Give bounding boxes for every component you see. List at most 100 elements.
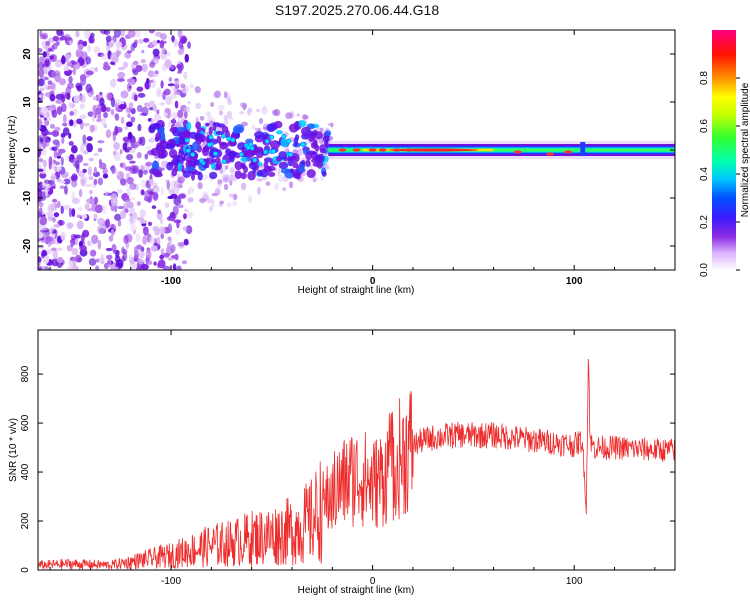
noise-blob	[50, 227, 54, 233]
signal-blob	[301, 160, 306, 166]
noise-blob	[129, 216, 135, 224]
noise-blob	[119, 210, 127, 220]
noise-blob	[93, 166, 97, 174]
y-tick-label: 200	[20, 512, 31, 529]
transition-blob	[219, 200, 225, 205]
transition-blob	[254, 127, 260, 132]
signal-blob	[234, 160, 243, 171]
noise-blob	[64, 92, 71, 100]
signal-blob	[194, 132, 203, 139]
noise-blob	[144, 81, 151, 90]
noise-blob	[152, 40, 158, 47]
signal-blob	[165, 142, 175, 150]
y-tick-label: 0	[22, 147, 33, 153]
noise-blob	[183, 106, 191, 113]
noise-blob	[143, 169, 148, 175]
noise-blob	[66, 62, 73, 67]
transition-blob	[227, 99, 233, 106]
noise-blob	[71, 179, 78, 188]
noise-blob	[68, 207, 73, 218]
noise-blob	[126, 146, 132, 151]
noise-blob	[53, 212, 60, 218]
noise-blob	[38, 250, 43, 254]
noise-blob	[55, 161, 60, 166]
noise-blob	[101, 105, 107, 113]
noise-blob	[117, 205, 125, 210]
noise-blob	[63, 204, 71, 211]
transition-blob	[232, 200, 238, 206]
noise-blob	[62, 122, 68, 127]
noise-blob	[76, 44, 84, 49]
noise-blob	[71, 191, 76, 200]
noise-blob	[100, 53, 109, 61]
noise-blob	[138, 169, 143, 178]
noise-blob	[44, 57, 52, 68]
noise-blob	[116, 189, 123, 194]
noise-blob	[122, 136, 130, 142]
signal-blob	[289, 168, 295, 174]
noise-blob	[121, 246, 125, 255]
noise-blob	[95, 107, 102, 115]
noise-blob	[129, 160, 136, 164]
noise-blob	[165, 96, 173, 105]
noise-blob	[167, 83, 175, 87]
noise-blob	[104, 191, 108, 197]
noise-blob	[139, 112, 148, 116]
noise-blob	[140, 179, 148, 189]
noise-blob	[107, 257, 112, 268]
signal-blob	[234, 124, 245, 134]
transition-blob	[274, 109, 281, 117]
noise-blob	[129, 165, 137, 175]
transition-blob	[273, 183, 280, 191]
noise-blob	[79, 93, 86, 104]
transition-blob	[173, 200, 180, 205]
noise-blob	[38, 158, 44, 163]
noise-blob	[136, 244, 143, 250]
line-peak	[546, 152, 555, 156]
noise-blob	[70, 145, 78, 154]
signal-blob	[204, 157, 214, 165]
noise-blob	[54, 203, 58, 209]
noise-blob	[82, 229, 90, 238]
noise-blob	[38, 202, 44, 208]
signal-blob	[203, 163, 210, 169]
noise-blob	[50, 83, 56, 90]
snr-plot	[38, 358, 675, 570]
signal-peak	[184, 137, 190, 143]
noise-blob	[53, 224, 61, 228]
noise-blob	[173, 38, 178, 47]
noise-blob	[76, 118, 83, 125]
line-peak	[368, 148, 377, 152]
colorbar-tick-label: 0.6	[699, 119, 710, 133]
noise-blob	[80, 144, 85, 153]
noise-blob	[102, 167, 108, 176]
transition-blob	[170, 85, 175, 91]
noise-blob	[148, 178, 153, 186]
signal-blob	[237, 142, 247, 151]
noise-blob	[175, 229, 181, 235]
noise-blob	[39, 172, 47, 179]
signal-blob	[205, 122, 210, 127]
noise-blob	[166, 51, 171, 57]
noise-blob	[63, 66, 70, 72]
noise-blob	[156, 39, 161, 44]
noise-blob	[73, 234, 82, 239]
transition-blob	[277, 168, 281, 176]
noise-blob	[141, 49, 145, 54]
noise-blob	[51, 233, 56, 239]
noise-blob	[182, 226, 188, 232]
noise-blob	[81, 214, 88, 219]
noise-blob	[60, 102, 67, 113]
noise-blob	[113, 30, 121, 38]
noise-blob	[115, 41, 123, 49]
noise-blob	[38, 191, 42, 199]
noise-blob	[66, 40, 70, 45]
noise-blob	[74, 160, 80, 169]
noise-blob	[135, 233, 141, 242]
noise-blob	[174, 100, 179, 109]
noise-blob	[86, 197, 95, 205]
noise-blob	[68, 75, 73, 84]
transition-blob	[261, 107, 268, 115]
noise-blob	[110, 228, 115, 237]
